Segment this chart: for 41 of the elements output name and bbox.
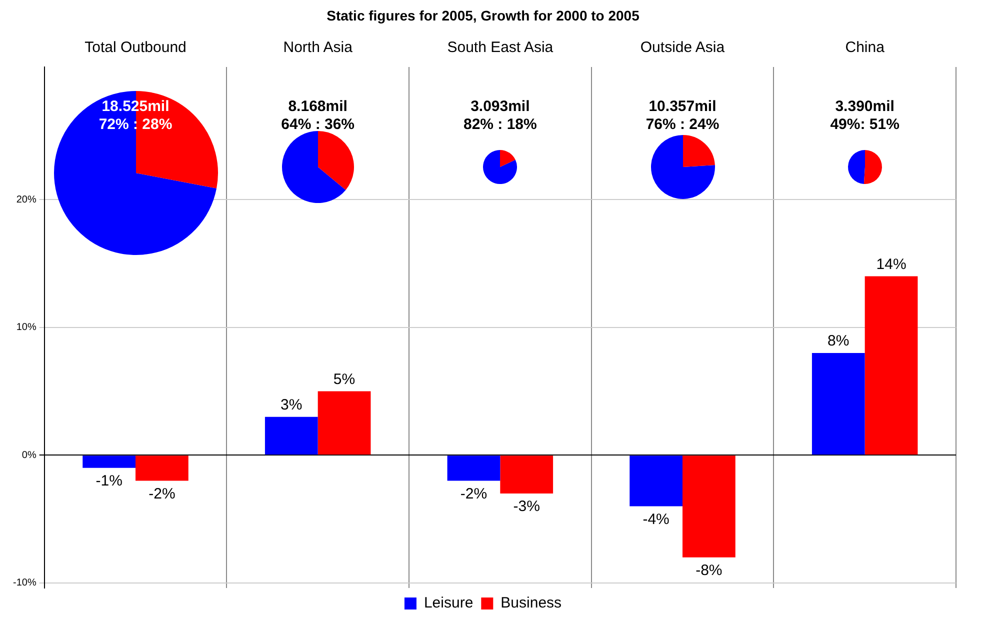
bar (864, 276, 918, 455)
data-label: 14% (876, 256, 906, 273)
bar (812, 352, 865, 455)
annotation: 3.093mil (470, 98, 530, 115)
data-label: -1% (96, 472, 122, 490)
legend-label: Business (500, 594, 562, 612)
bar (264, 416, 318, 455)
data-label: 5% (333, 370, 356, 388)
x-tick-label: North Asia (283, 38, 354, 56)
annotation: 49%: 51% (830, 116, 900, 133)
annotation: 8.168mil (288, 98, 348, 115)
annotation: 3.390mil (835, 98, 894, 115)
bar (447, 456, 500, 481)
x-tick-label: South East Asia (447, 38, 554, 56)
data-label: -3% (513, 498, 540, 516)
annotation: 82% : 18% (463, 116, 537, 133)
annotation: 72% : 28% (98, 116, 172, 133)
data-label: -2% (148, 485, 176, 502)
chart-title: Static figures for 2005, Growth for 2000 to 2005 (326, 7, 640, 24)
data-label: -4% (642, 510, 670, 528)
y-tick-label: -10% (12, 578, 36, 589)
bar (682, 456, 736, 558)
annotation: 10.357mil (648, 98, 716, 115)
y-tick-label: 0% (22, 450, 36, 461)
bar (500, 456, 554, 494)
x-tick-label: China (845, 38, 886, 56)
bar (136, 456, 188, 481)
x-tick-label: Outside Asia (640, 38, 726, 56)
data-label: -8% (696, 562, 722, 579)
bar (318, 391, 371, 455)
annotation: 64% : 36% (281, 116, 355, 133)
data-label: 3% (280, 396, 302, 414)
bar (630, 456, 683, 506)
annotation: 76% : 24% (646, 116, 720, 133)
bar (82, 456, 136, 468)
data-label: 8% (828, 332, 850, 350)
x-tick-label: Total Outbound (84, 38, 186, 56)
data-label: -2% (460, 485, 488, 502)
legend-label: Leisure (424, 594, 474, 612)
y-tick-label: 10% (16, 322, 36, 334)
y-tick-label: 20% (16, 194, 36, 206)
